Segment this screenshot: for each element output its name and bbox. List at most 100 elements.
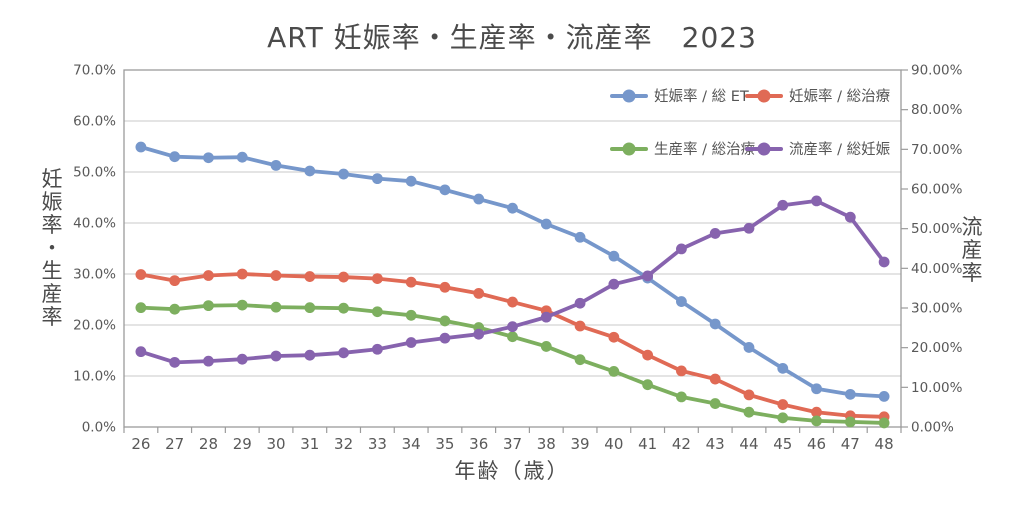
data-point-series-1 [709, 373, 721, 385]
right-axis-tick-label: 60.00% [911, 182, 963, 198]
data-point-series-3 [203, 355, 214, 367]
data-point-series-3 [236, 353, 248, 365]
x-axis-tick-label: 38 [537, 435, 556, 453]
legend-label: 流産率 / 総妊娠 [789, 141, 891, 158]
data-point-series-1 [676, 365, 687, 377]
data-point-series-2 [540, 341, 552, 352]
x-axis-tick-label: 32 [334, 435, 353, 453]
data-point-series-0 [135, 141, 147, 153]
data-point-series-2 [709, 398, 721, 409]
data-point-series-1 [405, 276, 417, 288]
data-point-series-0 [439, 184, 451, 196]
data-point-series-2 [777, 412, 789, 424]
legend-item-1: 妊娠率 / 総治療 [745, 88, 891, 105]
data-point-series-2 [236, 299, 248, 311]
data-point-series-2 [811, 415, 822, 427]
legend-item-2: 生産率 / 総治療 [610, 141, 756, 158]
data-point-series-0 [338, 168, 349, 180]
data-point-series-2 [338, 302, 349, 314]
data-point-series-0 [743, 342, 755, 353]
data-point-series-1 [507, 296, 518, 308]
right-axis-tick-label: 40.00% [911, 261, 963, 277]
data-point-series-2 [304, 302, 316, 314]
x-axis-tick-label: 41 [638, 435, 657, 453]
x-axis-tick-label: 31 [300, 435, 319, 453]
data-point-series-0 [507, 202, 518, 214]
series-line-1 [138, 272, 887, 419]
data-point-series-0 [676, 296, 687, 307]
x-axis-tick-label: 48 [875, 435, 894, 453]
data-point-series-3 [608, 278, 620, 290]
data-point-series-2 [507, 331, 518, 343]
x-axis-tick-label: 29 [233, 435, 252, 453]
x-axis-tick-label: 47 [841, 435, 860, 453]
data-point-series-1 [236, 268, 248, 280]
data-point-series-3 [709, 228, 721, 239]
x-axis-tick-label: 36 [469, 435, 488, 453]
left-axis-tick-label: 40.0% [73, 216, 116, 232]
x-axis-tick-label: 33 [368, 435, 387, 453]
data-point-series-2 [405, 309, 417, 321]
data-point-series-3 [507, 321, 518, 333]
data-point-series-1 [304, 271, 316, 282]
right-axis-tick-label: 30.00% [911, 301, 963, 317]
data-point-series-3 [371, 343, 383, 355]
data-point-series-3 [540, 311, 552, 323]
data-point-series-0 [405, 175, 417, 187]
data-point-series-3 [473, 328, 485, 340]
data-point-series-1 [270, 270, 282, 281]
data-point-series-2 [642, 379, 654, 391]
data-point-series-2 [270, 301, 282, 313]
data-point-series-3 [878, 256, 890, 268]
left-axis-tick-label: 70.0% [73, 63, 116, 79]
data-point-series-2 [743, 406, 755, 418]
x-axis-tick-label: 39 [571, 435, 590, 453]
data-point-series-0 [811, 383, 822, 395]
x-axis-tick-label: 28 [199, 435, 218, 453]
data-point-series-3 [338, 347, 349, 359]
data-point-series-3 [169, 356, 181, 368]
legend-marker-dot [622, 89, 636, 103]
data-point-series-0 [574, 231, 586, 243]
data-point-series-2 [844, 416, 856, 428]
data-point-series-0 [270, 159, 282, 171]
data-point-series-0 [540, 218, 552, 230]
x-axis-tick-label: 26 [131, 435, 150, 453]
x-axis-tick-label: 35 [435, 435, 454, 453]
x-axis-tick-label: 42 [672, 435, 691, 453]
data-point-series-2 [608, 366, 620, 377]
data-point-series-0 [777, 362, 789, 374]
data-point-series-0 [709, 318, 721, 330]
left-axis-tick-label: 60.0% [73, 114, 116, 130]
data-point-series-3 [270, 350, 282, 362]
legend-label: 妊娠率 / 総治療 [789, 88, 891, 105]
data-point-series-3 [743, 222, 755, 234]
data-point-series-1 [743, 389, 755, 401]
data-point-series-3 [574, 297, 586, 309]
left-axis-tick-label: 30.0% [73, 267, 116, 283]
data-point-series-0 [878, 391, 890, 402]
data-point-series-3 [405, 337, 417, 348]
data-point-series-0 [236, 151, 248, 163]
data-point-series-1 [135, 269, 147, 280]
left-axis-tick-label: 50.0% [73, 165, 116, 181]
right-axis-tick-label: 50.00% [911, 221, 963, 237]
data-point-series-2 [371, 306, 383, 318]
data-point-series-3 [135, 346, 147, 358]
data-point-series-3 [777, 199, 789, 211]
data-point-series-1 [574, 320, 586, 332]
data-point-series-1 [777, 399, 789, 410]
data-point-series-0 [371, 173, 383, 185]
data-point-series-0 [608, 250, 620, 262]
data-point-series-3 [844, 211, 856, 223]
legend-item-3: 流産率 / 総妊娠 [745, 141, 891, 158]
right-axis-tick-label: 0.00% [911, 420, 954, 436]
x-axis-tick-label: 30 [266, 435, 285, 453]
data-point-series-0 [473, 193, 485, 205]
x-axis-tick-label: 27 [165, 435, 184, 453]
x-axis-title: 年齢（歳） [454, 459, 570, 483]
data-point-series-3 [304, 349, 316, 361]
data-point-series-1 [642, 349, 654, 361]
x-axis-tick-label: 44 [739, 435, 758, 453]
